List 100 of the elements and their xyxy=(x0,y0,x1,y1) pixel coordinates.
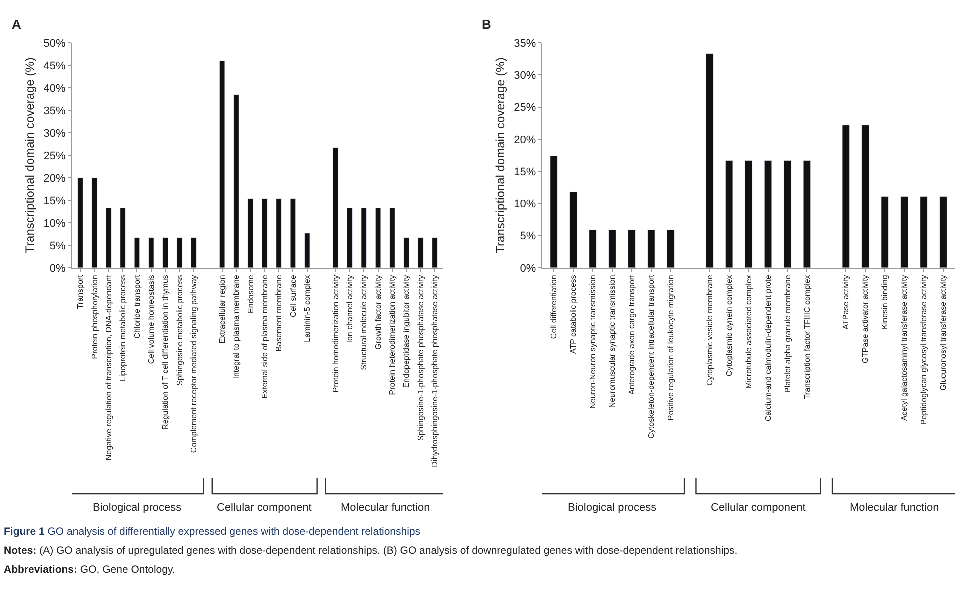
x-tick-label: Chloride transport xyxy=(132,274,142,339)
y-tick-label: 15% xyxy=(44,195,66,208)
x-tick-label: Integral to plasma membrane xyxy=(232,274,242,380)
bar xyxy=(234,94,240,268)
bar xyxy=(134,238,140,268)
x-tick-label: Cytoplasmic dynein complex xyxy=(724,275,734,377)
bar xyxy=(589,230,597,268)
x-tick-label: Cytoplasmic vesicle membrane xyxy=(705,274,714,386)
x-tick-label: Cell volume homeostasis xyxy=(147,275,156,364)
x-tick-label: Complement receptor mediated signaling pathway xyxy=(190,275,199,454)
bar xyxy=(803,160,812,268)
x-tick-label: Acetyl galactosaminyl transferase activity xyxy=(900,275,910,422)
x-tick-label: Ion channel activity xyxy=(346,275,355,344)
bar xyxy=(304,233,310,268)
x-tick-label: External side of plasma membrane xyxy=(260,274,270,399)
text: Biological process xyxy=(93,502,182,514)
y-tick-label: 45% xyxy=(44,60,66,72)
bar xyxy=(120,208,126,268)
x-tick-label: ATP catabolic process xyxy=(569,275,578,354)
x-tick-label: Regulation of T cell differentiation in thymus xyxy=(161,275,170,430)
bar xyxy=(148,238,154,268)
x-tick-label: Neuromuscular synaptic transmission xyxy=(608,275,618,408)
x-tick-label: Growth factor activity xyxy=(374,275,383,350)
bar xyxy=(628,230,636,268)
bar xyxy=(106,208,112,268)
y-tick-label: 35% xyxy=(44,105,66,118)
x-tick-label: Cytoskeleton-dependent intracellular transport xyxy=(647,274,656,439)
caption: Figure 1 GO analysis of differentially expressed genes with dose-dependent relationships xyxy=(4,526,421,538)
x-tick-label: Anterograde axon cargo transport xyxy=(628,274,637,395)
text: Biological process xyxy=(568,502,658,514)
bar xyxy=(248,198,254,268)
bar xyxy=(361,208,368,268)
bar xyxy=(862,125,870,268)
chart-title: B xyxy=(482,17,492,32)
bar xyxy=(332,148,339,268)
bar xyxy=(404,238,410,268)
x-tick-label: Calcium-and calmodulin-dependent prote xyxy=(764,274,773,422)
bar xyxy=(647,230,656,268)
y-tick-label: 35% xyxy=(514,38,536,50)
bar xyxy=(706,54,714,268)
bar xyxy=(262,198,268,268)
x-tick-label: Kinesin binding xyxy=(880,275,890,330)
x-tick-label: Lipoprotein metabolic process xyxy=(118,275,128,382)
x-tick-label: Protein phosphorylation xyxy=(90,275,100,360)
bar xyxy=(666,230,675,268)
x-tick-label: Endosome xyxy=(246,274,256,314)
bar xyxy=(920,196,928,268)
x-tick-label: Peptidoglycan glycosyl transferase activity xyxy=(920,275,929,426)
x-tick-label: Dihydrosphingosine-1-phosphate phosphatase activity xyxy=(430,275,440,468)
y-axis-title: Transcriptional domain coverage (%) xyxy=(493,58,508,254)
bar xyxy=(219,60,226,268)
bar xyxy=(725,160,734,268)
bar xyxy=(784,160,792,268)
y-tick-label: 15% xyxy=(514,166,536,178)
x-tick-label: Negative regulation of transcription, DNA-dependant xyxy=(104,274,114,461)
text: Molecular function xyxy=(850,502,940,514)
text: Abbreviations: GO, Gene Ontology. xyxy=(4,564,176,576)
bar xyxy=(764,160,772,268)
bar xyxy=(346,208,353,268)
x-tick-label: Transport xyxy=(76,274,86,310)
y-tick-label: 40% xyxy=(44,82,66,95)
y-tick-label: 0% xyxy=(520,262,536,275)
y-tick-label: 20% xyxy=(514,134,536,146)
bar xyxy=(162,238,169,268)
bar xyxy=(608,230,616,268)
bar xyxy=(176,238,183,268)
x-tick-label: Glucuronosyl transferase activity xyxy=(939,275,948,391)
x-tick-label: Sphingosine metabolic process xyxy=(175,275,184,386)
text: Molecular function xyxy=(341,502,430,514)
text: Notes: (A) GO analysis of upregulated genes with dose-dependent relationships. (B) GO analysis of downregulated genes with dose-dependent relationships. xyxy=(4,545,738,557)
bar xyxy=(432,238,438,268)
bar xyxy=(418,238,424,268)
bar xyxy=(390,208,396,268)
bar xyxy=(881,196,890,268)
y-tick-label: 25% xyxy=(514,102,536,114)
x-tick-label: Microtubule associated complex xyxy=(744,275,754,390)
bar xyxy=(78,178,84,268)
bar xyxy=(191,238,197,268)
text: Cellular component xyxy=(711,502,806,514)
x-tick-label: Platelet alpha granule membrane xyxy=(783,274,792,394)
x-tick-label: Structural molecule activity xyxy=(360,275,369,370)
y-tick-label: 10% xyxy=(514,198,536,211)
x-tick-label: ATPase activity xyxy=(842,275,851,330)
x-tick-label: Laminin-5 complex xyxy=(302,275,312,342)
bar xyxy=(570,192,578,268)
bar xyxy=(842,125,850,268)
bar xyxy=(276,198,282,268)
x-tick-label: Positive regulation of leukocyte migration xyxy=(666,275,676,421)
x-tick-label: Cell surface xyxy=(288,274,298,318)
bar xyxy=(940,196,948,268)
bar xyxy=(290,198,296,268)
x-tick-label: Endopeptidase ingubitor activity xyxy=(402,275,412,388)
y-tick-label: 0% xyxy=(50,262,66,275)
x-tick-label: Neuron-Neuron synaptic transmission xyxy=(588,275,598,410)
bar xyxy=(744,160,753,268)
x-tick-label: Transcription factor TFIIIC complex xyxy=(802,275,812,400)
y-tick-label: 10% xyxy=(44,218,66,230)
y-tick-label: 30% xyxy=(44,128,66,140)
y-tick-label: 5% xyxy=(520,230,536,243)
bar xyxy=(900,196,909,268)
